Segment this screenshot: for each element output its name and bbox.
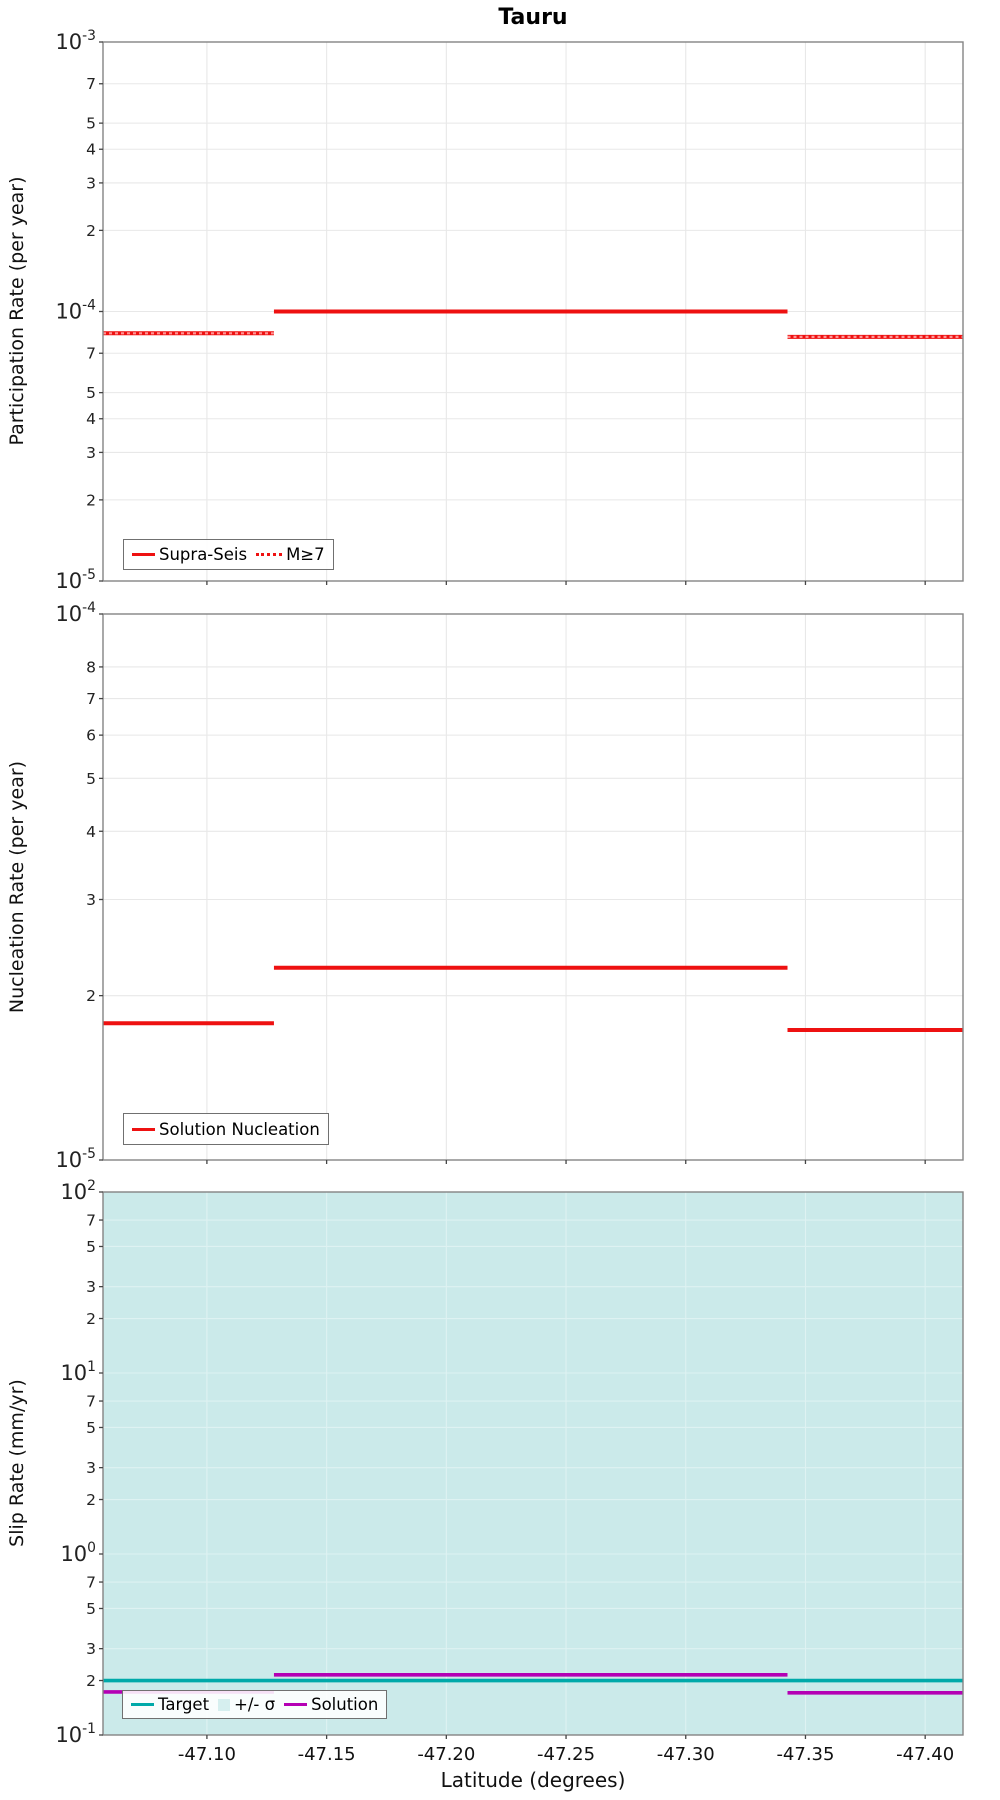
y-tick-label: 2 xyxy=(86,1672,96,1690)
legend-item-solution: Solution xyxy=(284,1695,378,1714)
y-tick-label: 10-3 xyxy=(55,28,96,54)
y-tick-label: 100 xyxy=(60,1540,96,1566)
y-tick-label: 7 xyxy=(86,1212,96,1230)
y-tick-label: 5 xyxy=(86,1600,96,1618)
y-axis-label-participation: Participation Rate (per year) xyxy=(6,176,28,446)
y-tick-label: 3 xyxy=(86,444,96,462)
y-tick-label: 101 xyxy=(60,1359,96,1385)
supra-seis-line-swatch xyxy=(132,553,155,556)
y-tick-label: 4 xyxy=(86,410,96,428)
legend-item-m7: M≥7 xyxy=(256,545,325,564)
sigma-band-area xyxy=(103,1192,963,1735)
y-tick-label: 3 xyxy=(86,174,96,192)
x-tick-label: -47.25 xyxy=(537,1744,595,1765)
legend-label: Target xyxy=(158,1695,210,1714)
legend-item-target: Target xyxy=(131,1695,209,1714)
legend-participation: Supra-Seis M≥7 xyxy=(123,539,334,570)
y-tick-label: 2 xyxy=(86,491,96,509)
legend-label: Supra-Seis xyxy=(159,545,248,564)
plot-frame-slip-rate xyxy=(102,1191,964,1736)
legend-nucleation: Solution Nucleation xyxy=(123,1113,329,1145)
y-tick-label: 3 xyxy=(86,1640,96,1658)
y-tick-label: 5 xyxy=(86,115,96,133)
y-tick-label: 3 xyxy=(86,1459,96,1477)
y-tick-label: 10-5 xyxy=(55,1146,96,1172)
legend-slip-rate: Target +/- σ Solution xyxy=(122,1690,388,1719)
y-tick-label: 5 xyxy=(86,1419,96,1437)
figure-title: Tauru xyxy=(498,5,568,30)
y-tick-label: 4 xyxy=(86,823,96,841)
y-tick-label: 7 xyxy=(86,1393,96,1411)
solution-line-swatch xyxy=(284,1703,308,1706)
x-tick-label: -47.10 xyxy=(178,1744,236,1765)
legend-item-sigma: +/- σ xyxy=(218,1695,275,1714)
y-axis-label-nucleation: Nucleation Rate (per year) xyxy=(6,760,28,1014)
legend-item-solution-nucleation: Solution Nucleation xyxy=(132,1120,320,1139)
y-tick-label: 3 xyxy=(86,891,96,909)
x-tick-label: -47.15 xyxy=(298,1744,356,1765)
target-line-swatch xyxy=(131,1703,154,1706)
x-tick-label: -47.30 xyxy=(657,1744,715,1765)
legend-label: Solution xyxy=(311,1695,379,1714)
y-tick-label: 10-4 xyxy=(55,298,96,324)
x-axis-label: Latitude (degrees) xyxy=(440,1768,626,1792)
y-tick-label: 2 xyxy=(86,1491,96,1509)
legend-label: +/- σ xyxy=(234,1695,276,1714)
x-tick-label: -47.40 xyxy=(896,1744,954,1765)
y-tick-label: 4 xyxy=(86,141,96,159)
y-tick-label: 10-1 xyxy=(55,1721,96,1747)
y-tick-label: 7 xyxy=(86,345,96,363)
y-tick-label: 10-5 xyxy=(55,567,96,593)
y-tick-label: 5 xyxy=(86,770,96,788)
plot-frame-nucleation-rate xyxy=(102,613,964,1161)
y-tick-label: 2 xyxy=(86,1310,96,1328)
y-tick-label: 2 xyxy=(86,222,96,240)
solution-nucleation-line-swatch xyxy=(132,1127,155,1131)
y-tick-label: 6 xyxy=(86,727,96,745)
y-tick-label: 5 xyxy=(86,384,96,402)
y-tick-label: 2 xyxy=(86,987,96,1005)
y-tick-label: 8 xyxy=(86,658,96,676)
x-tick-label: -47.20 xyxy=(417,1744,475,1765)
y-tick-label: 7 xyxy=(86,75,96,93)
y-tick-label: 102 xyxy=(60,1178,96,1204)
x-tick-label: -47.35 xyxy=(776,1744,834,1765)
y-axis-label-slip-rate: Slip Rate (mm/yr) xyxy=(6,1379,28,1547)
y-tick-label: 10-4 xyxy=(55,600,96,626)
y-tick-label: 5 xyxy=(86,1238,96,1256)
y-tick-label: 3 xyxy=(86,1278,96,1296)
legend-label: M≥7 xyxy=(286,545,325,564)
m7-dotted-line-swatch xyxy=(256,553,283,556)
legend-label: Solution Nucleation xyxy=(159,1119,320,1139)
legend-item-supra-seis: Supra-Seis xyxy=(132,545,247,564)
y-tick-label: 7 xyxy=(86,690,96,708)
sigma-band-swatch xyxy=(218,1698,231,1711)
y-tick-label: 7 xyxy=(86,1574,96,1592)
